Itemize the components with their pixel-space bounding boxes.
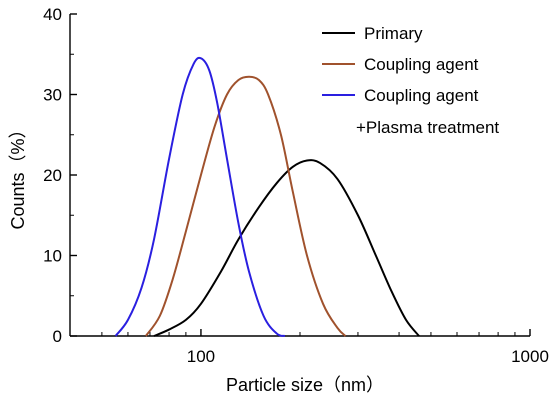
x-tick-label: 1000 (511, 347, 549, 366)
y-tick-label: 0 (53, 327, 62, 346)
legend-label-coupling-agent: Coupling agent (364, 55, 479, 74)
x-tick-label: 100 (187, 347, 215, 366)
series-line-1 (145, 75, 347, 337)
series-layer (114, 56, 420, 337)
series-line-2 (114, 56, 286, 337)
x-axis-title: Particle size（nm） (226, 375, 384, 395)
legend-label-plasma-treatment: +Plasma treatment (356, 118, 499, 137)
legend-label-coupling-plasma: Coupling agent (364, 86, 479, 105)
series-line-0 (153, 159, 420, 337)
y-tick-label: 20 (43, 166, 62, 185)
y-tick-label: 10 (43, 247, 62, 266)
legend: Primary Coupling agent Coupling agent +P… (322, 24, 499, 137)
y-tick-label: 30 (43, 86, 62, 105)
y-axis-title: Counts（%） (8, 120, 28, 229)
tick-group: 0 10 20 30 40 100 1000 (43, 5, 549, 366)
legend-label-primary: Primary (364, 24, 423, 43)
y-tick-label: 40 (43, 5, 62, 24)
